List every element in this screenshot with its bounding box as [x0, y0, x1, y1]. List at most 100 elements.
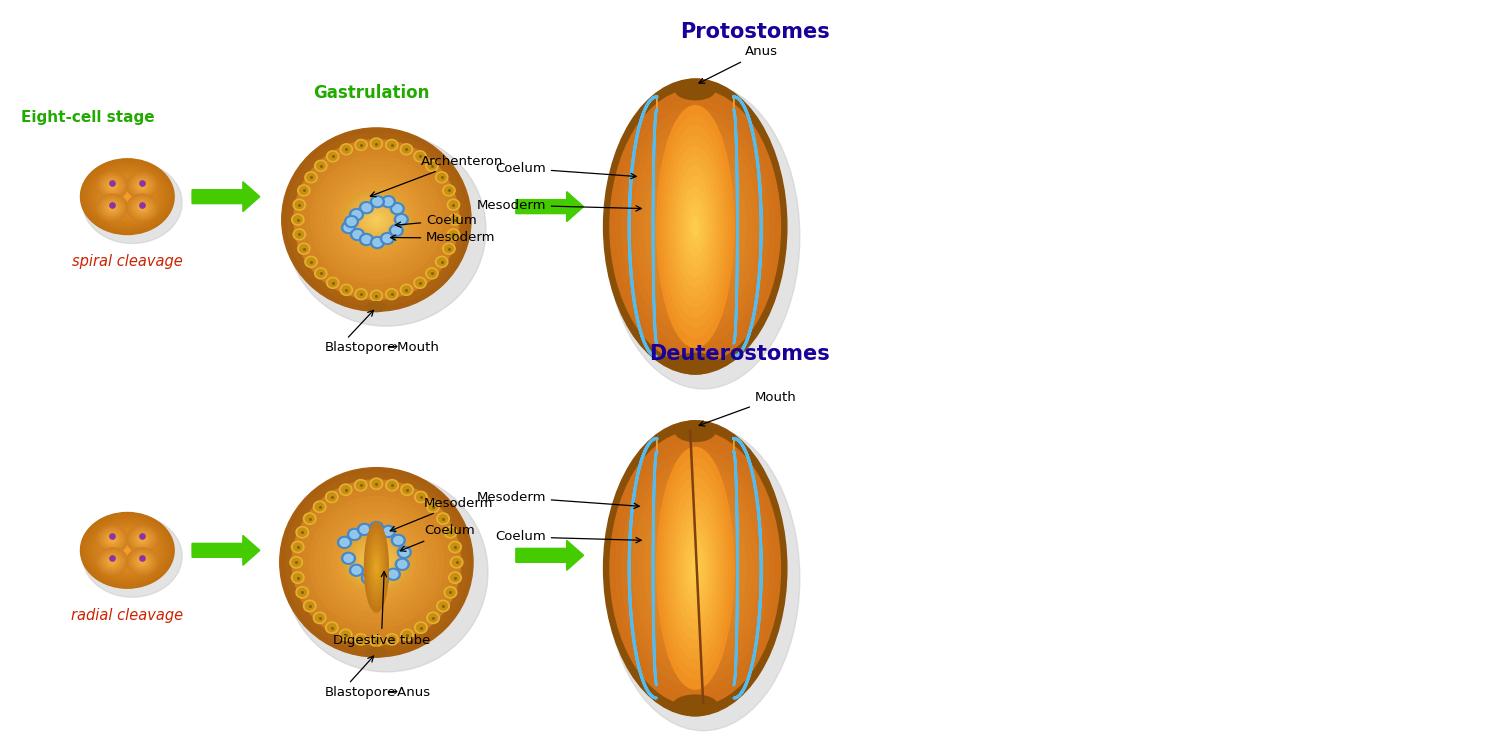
- Ellipse shape: [292, 138, 460, 301]
- Ellipse shape: [296, 201, 303, 209]
- Ellipse shape: [108, 535, 117, 544]
- Ellipse shape: [345, 216, 358, 228]
- Ellipse shape: [388, 570, 398, 578]
- Ellipse shape: [688, 548, 702, 589]
- Ellipse shape: [312, 499, 441, 626]
- Ellipse shape: [141, 560, 144, 562]
- Ellipse shape: [369, 539, 384, 596]
- Ellipse shape: [372, 291, 381, 300]
- Ellipse shape: [384, 527, 393, 535]
- Ellipse shape: [128, 548, 158, 575]
- Ellipse shape: [348, 537, 405, 587]
- Ellipse shape: [132, 530, 153, 549]
- Ellipse shape: [86, 163, 170, 231]
- Ellipse shape: [350, 530, 358, 538]
- Text: →Mouth: →Mouth: [387, 341, 439, 354]
- Ellipse shape: [394, 536, 404, 544]
- Ellipse shape: [360, 202, 374, 213]
- Ellipse shape: [111, 184, 114, 187]
- Ellipse shape: [348, 529, 361, 541]
- Ellipse shape: [298, 528, 306, 536]
- Ellipse shape: [358, 547, 394, 578]
- Ellipse shape: [340, 143, 352, 155]
- Ellipse shape: [82, 161, 182, 243]
- Ellipse shape: [102, 176, 123, 195]
- Ellipse shape: [366, 210, 387, 228]
- Ellipse shape: [102, 530, 123, 549]
- Ellipse shape: [102, 529, 153, 572]
- Ellipse shape: [292, 480, 460, 644]
- Ellipse shape: [448, 231, 458, 238]
- Ellipse shape: [338, 524, 416, 601]
- Ellipse shape: [96, 171, 159, 222]
- Ellipse shape: [357, 523, 372, 535]
- Ellipse shape: [304, 256, 316, 267]
- Ellipse shape: [100, 197, 124, 219]
- Ellipse shape: [296, 587, 309, 598]
- Ellipse shape: [136, 556, 148, 567]
- Ellipse shape: [315, 502, 324, 511]
- Ellipse shape: [678, 541, 712, 596]
- Ellipse shape: [106, 533, 148, 567]
- Ellipse shape: [327, 172, 426, 267]
- Ellipse shape: [688, 559, 702, 578]
- Ellipse shape: [366, 302, 387, 312]
- Ellipse shape: [342, 552, 355, 564]
- Ellipse shape: [414, 151, 426, 161]
- Text: Blastopore: Blastopore: [324, 341, 396, 354]
- Ellipse shape: [374, 559, 380, 566]
- Ellipse shape: [366, 528, 387, 607]
- Ellipse shape: [104, 553, 122, 569]
- Ellipse shape: [370, 237, 384, 249]
- Ellipse shape: [354, 480, 368, 491]
- Ellipse shape: [633, 126, 758, 327]
- Text: Deuterostomes: Deuterostomes: [650, 344, 830, 364]
- Ellipse shape: [132, 176, 153, 195]
- Ellipse shape: [662, 514, 729, 623]
- Ellipse shape: [435, 172, 448, 182]
- Ellipse shape: [294, 543, 302, 551]
- Ellipse shape: [444, 587, 458, 598]
- Ellipse shape: [387, 635, 396, 644]
- Ellipse shape: [111, 538, 114, 541]
- Ellipse shape: [446, 588, 454, 596]
- Ellipse shape: [438, 602, 447, 610]
- Ellipse shape: [686, 196, 705, 257]
- Ellipse shape: [130, 197, 154, 219]
- Ellipse shape: [356, 201, 398, 238]
- Ellipse shape: [370, 478, 382, 490]
- Ellipse shape: [120, 544, 135, 556]
- Ellipse shape: [672, 532, 718, 605]
- Ellipse shape: [82, 515, 182, 597]
- Ellipse shape: [308, 258, 315, 266]
- Ellipse shape: [357, 141, 366, 149]
- Ellipse shape: [444, 186, 453, 195]
- Ellipse shape: [688, 207, 702, 247]
- Ellipse shape: [393, 205, 402, 213]
- Ellipse shape: [369, 213, 384, 225]
- Text: Coelum: Coelum: [396, 213, 477, 228]
- Ellipse shape: [352, 566, 362, 575]
- Ellipse shape: [386, 288, 398, 300]
- Ellipse shape: [416, 152, 424, 160]
- Ellipse shape: [292, 199, 306, 210]
- Ellipse shape: [322, 510, 430, 615]
- Ellipse shape: [627, 117, 764, 336]
- Ellipse shape: [650, 153, 741, 300]
- Ellipse shape: [105, 532, 120, 546]
- Ellipse shape: [292, 229, 306, 240]
- Ellipse shape: [682, 207, 708, 246]
- Ellipse shape: [374, 239, 382, 246]
- Text: Archenteron: Archenteron: [370, 155, 504, 197]
- Ellipse shape: [290, 556, 303, 568]
- Ellipse shape: [386, 480, 399, 491]
- Ellipse shape: [98, 548, 128, 575]
- Ellipse shape: [356, 544, 398, 581]
- Ellipse shape: [364, 523, 388, 612]
- Ellipse shape: [646, 490, 744, 647]
- Ellipse shape: [676, 197, 714, 256]
- Ellipse shape: [334, 179, 418, 261]
- Ellipse shape: [376, 576, 386, 584]
- Ellipse shape: [128, 172, 158, 199]
- Ellipse shape: [446, 528, 454, 536]
